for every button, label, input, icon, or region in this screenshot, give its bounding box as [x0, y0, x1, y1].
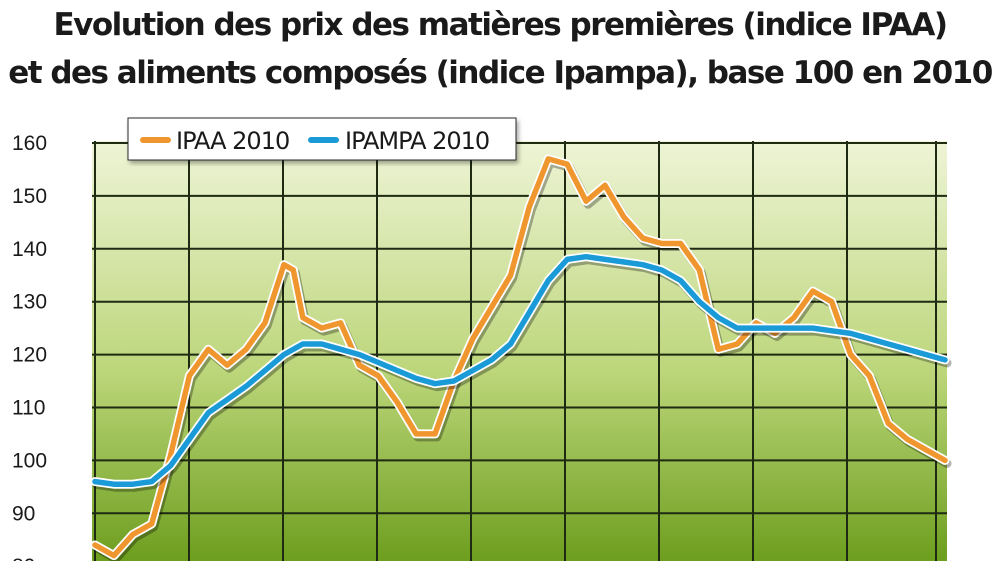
- series-line-1: [92, 253, 948, 487]
- y-tick-label-80: 80: [12, 555, 35, 561]
- y-tick-label-150: 150: [12, 185, 47, 208]
- plot-area: [92, 141, 947, 561]
- y-tick-label-130: 130: [12, 291, 47, 314]
- chart-title-line-2: et des aliments composés (indice Ipampa)…: [8, 55, 993, 91]
- y-tick-label-110: 110: [12, 397, 45, 420]
- legend-label-0: IPAA 2010: [176, 127, 289, 155]
- y-tick-label-140: 140: [12, 238, 47, 261]
- chart-title-line-1: Evolution des prix des matières première…: [53, 7, 949, 43]
- legend-label-1: IPAMPA 2010: [345, 127, 489, 155]
- y-tick-label-90: 90: [12, 502, 35, 525]
- grid: [92, 141, 947, 561]
- y-tick-label-160: 160: [12, 132, 47, 155]
- y-tick-label-100: 100: [12, 449, 47, 472]
- y-tick-label-120: 120: [12, 344, 47, 367]
- series-lines: [90, 154, 952, 561]
- series-line-0: [92, 156, 948, 559]
- y-axis: 160 150 140 130 120 110 100 90 80: [12, 132, 47, 561]
- legend-items: IPAA 2010 IPAMPA 2010: [140, 127, 490, 155]
